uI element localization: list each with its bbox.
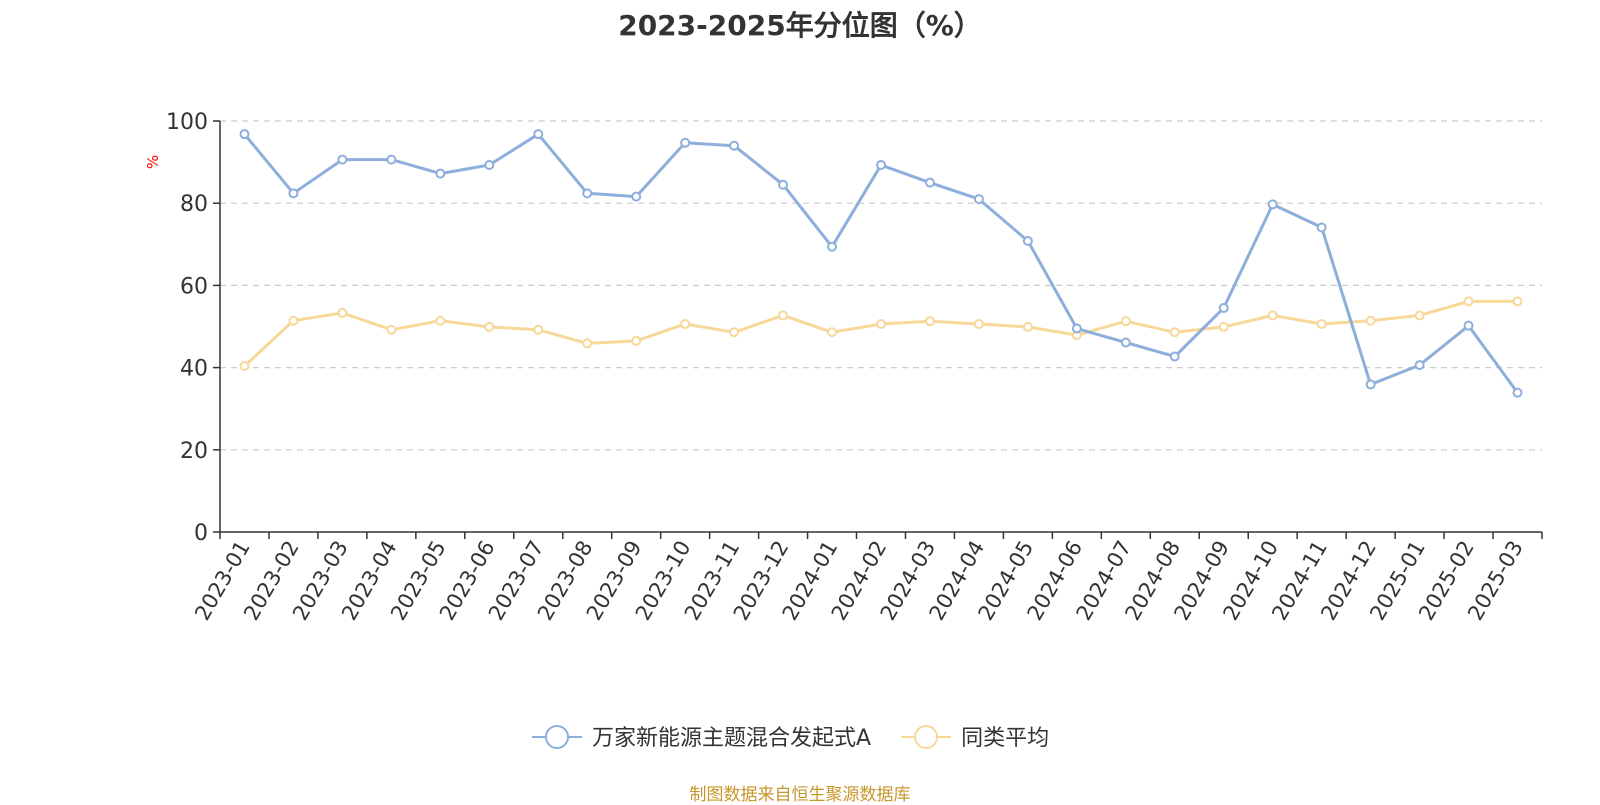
data-point [1169,327,1180,338]
y-tick-label: 0 [194,521,208,546]
y-axis-label: % [144,155,162,169]
data-point [1267,199,1278,210]
data-point [1316,222,1327,233]
data-point [1071,323,1082,334]
legend-label: 万家新能源主题混合发起式A [592,726,871,751]
y-tick-label: 20 [180,439,208,464]
data-point [1463,296,1474,307]
y-tick-label: 40 [180,357,208,382]
data-point [973,319,984,330]
data-point [1414,360,1425,371]
data-point [778,179,789,190]
data-point [729,140,740,151]
y-tick-label: 60 [180,274,208,299]
gridlines [220,120,1542,451]
data-point [1316,319,1327,330]
data-point [1022,321,1033,332]
data-point [435,168,446,179]
data-point [631,335,642,346]
data-point [680,319,691,330]
data-point [1169,351,1180,362]
data-point [827,327,838,338]
data-point [827,241,838,252]
data-point [680,137,691,148]
data-point [1512,387,1523,398]
data-point [533,324,544,335]
data-point [582,188,593,199]
series-points [239,129,1523,398]
data-point [288,315,299,326]
data-point [1218,303,1229,314]
data-point [386,154,397,165]
data-point [239,129,250,140]
data-point [729,327,740,338]
data-point [1463,320,1474,331]
data-point [924,177,935,188]
data-point [1365,315,1376,326]
legend-marker [545,725,569,749]
data-point [533,129,544,140]
data-point [973,194,984,205]
data-point [337,307,348,318]
data-point [631,191,642,202]
chart-title: 2023-2025年分位图（%） [618,9,982,42]
source-note: 制图数据来自恒生聚源数据库 [689,785,911,805]
y-tick-label: 100 [166,110,208,135]
y-tick-label: 80 [180,192,208,217]
data-point [1267,310,1278,321]
data-point [484,159,495,170]
data-point [435,315,446,326]
data-point [1120,337,1131,348]
data-point [876,319,886,330]
data-point [582,338,593,349]
data-point [778,310,789,321]
data-point [924,316,935,327]
data-point [288,188,299,199]
data-point [1512,296,1523,307]
data-point [1120,316,1131,327]
data-point [386,324,397,335]
data-point [1414,310,1425,321]
data-point [239,360,250,371]
series-line [243,299,1518,368]
legend-label: 同类平均 [961,726,1049,751]
legend: 万家新能源主题混合发起式A 同类平均 [532,725,1049,751]
data-point [1218,321,1229,332]
data-point [876,159,886,170]
data-point [337,154,348,165]
data-point [1365,379,1376,390]
legend-marker [914,725,939,749]
data-point [1022,236,1033,247]
data-point [484,321,495,332]
